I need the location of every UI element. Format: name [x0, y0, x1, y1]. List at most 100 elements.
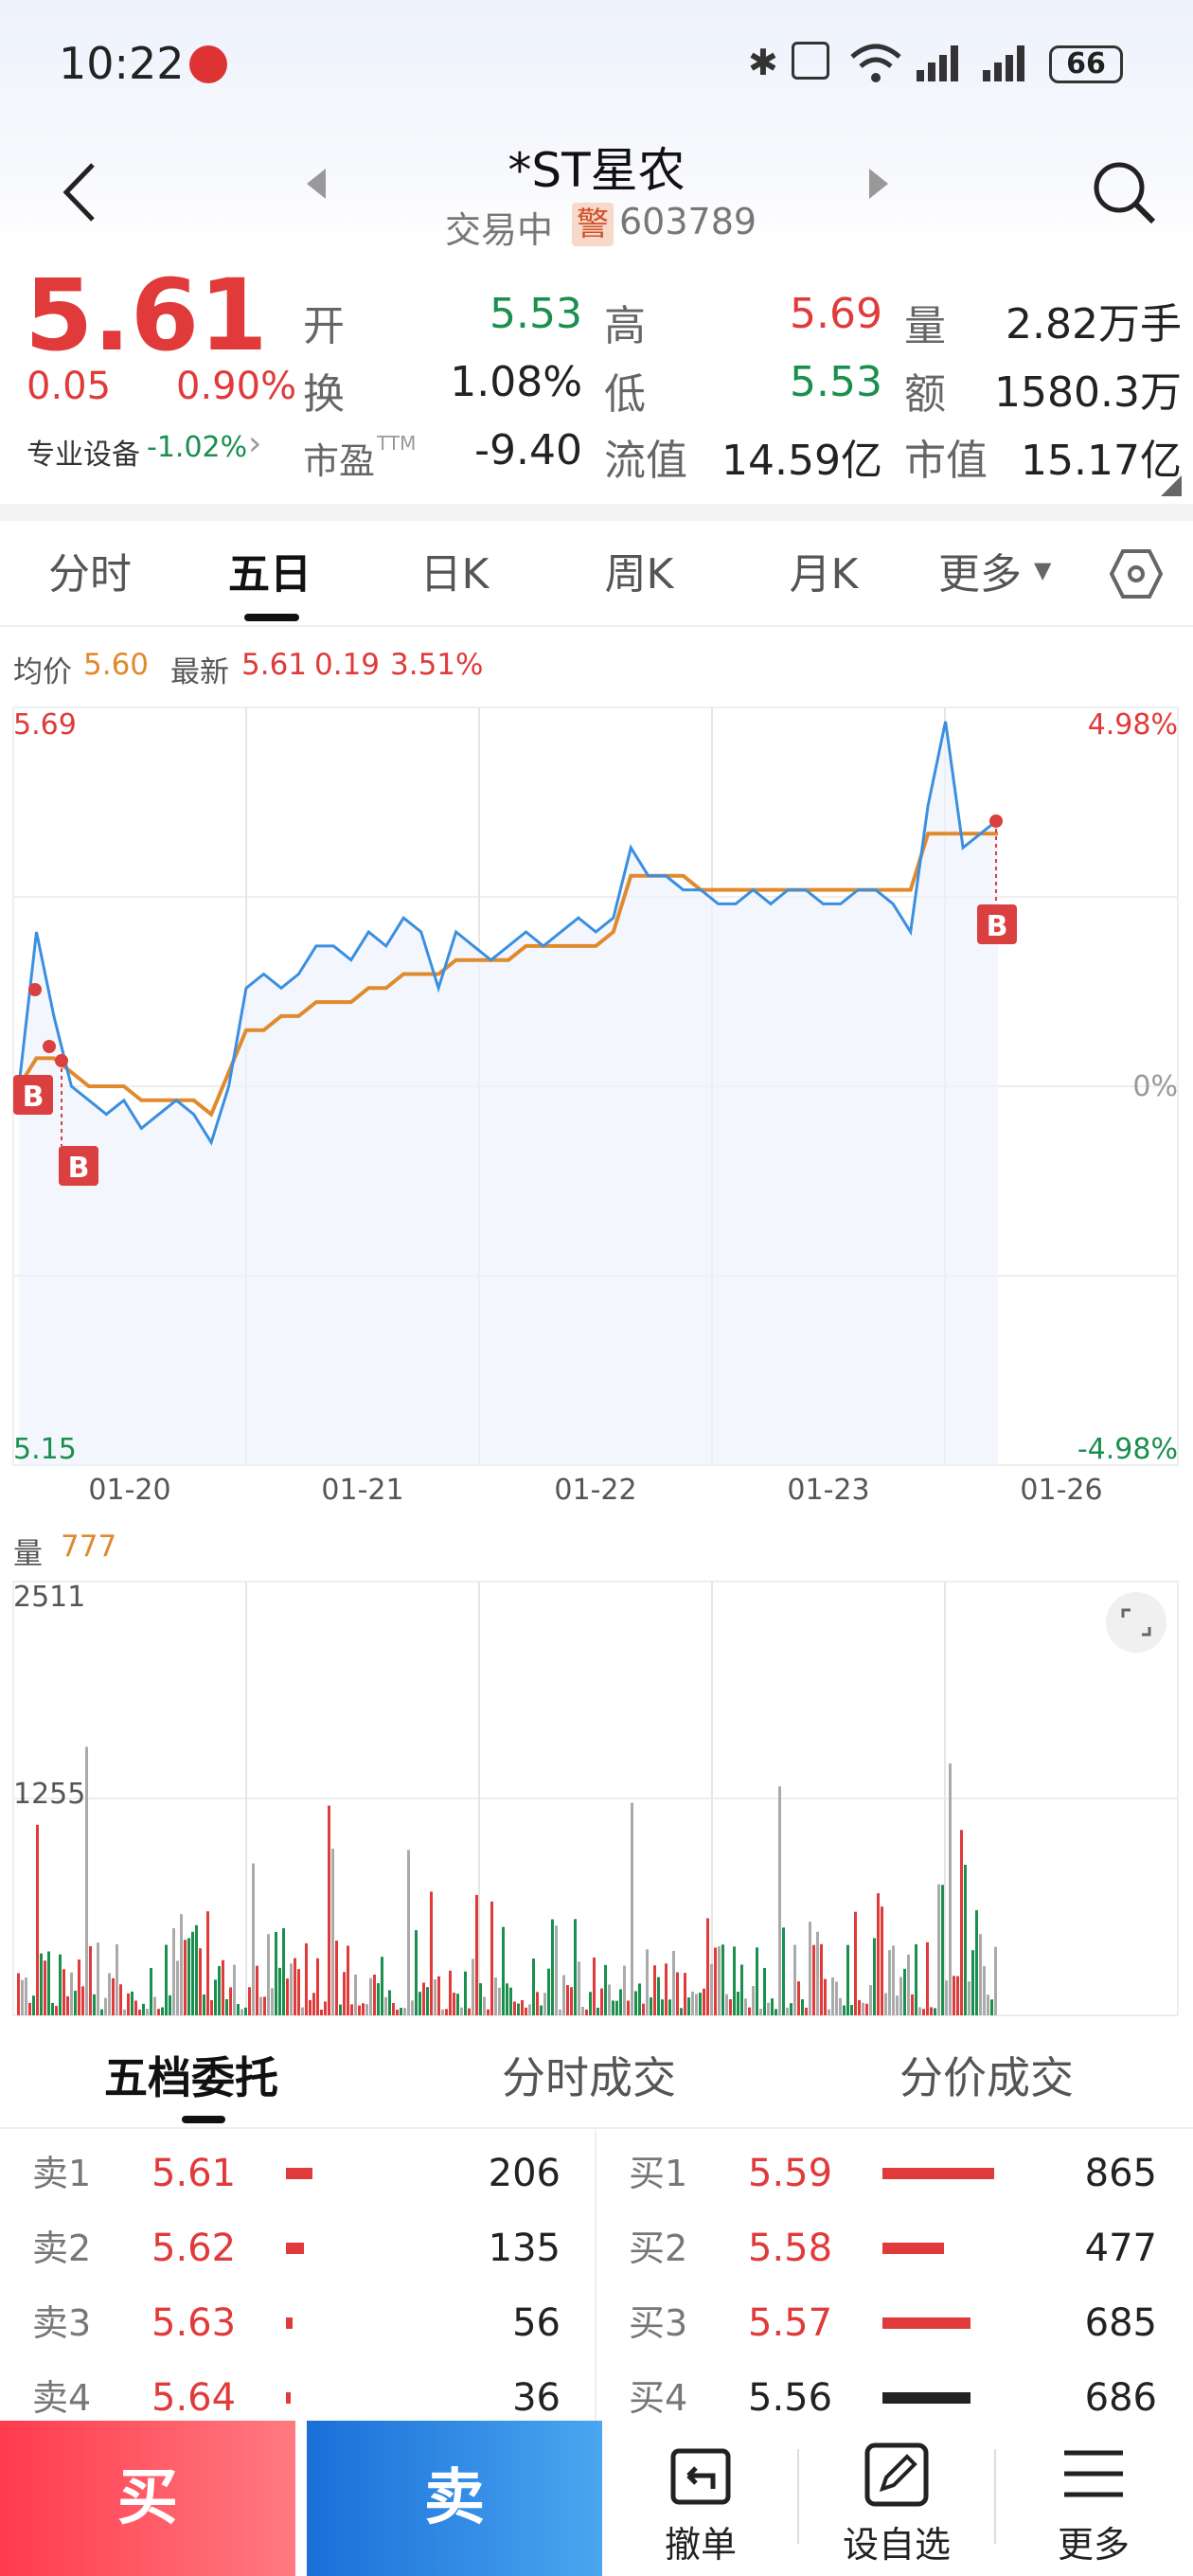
volume-bar [237, 2004, 240, 2015]
settings-hexagon-icon[interactable] [1110, 547, 1163, 600]
volume-bar [100, 2009, 103, 2015]
sector-chevron-icon[interactable]: › [248, 424, 262, 463]
search-icon[interactable] [1089, 157, 1161, 229]
volume-bar [123, 2009, 126, 2015]
volume-bar [392, 2002, 395, 2015]
volume-bar [604, 1964, 607, 2015]
cancel-order-label[interactable]: 撤单 [664, 2524, 737, 2566]
book-tab-five-levels[interactable]: 五档委托 [104, 2052, 278, 2103]
sector-name[interactable]: 专业设备 [27, 438, 140, 472]
vol-max-label: 2511 [13, 1581, 85, 1614]
more-label[interactable]: 更多 [1057, 2524, 1130, 2566]
volume-bar [657, 1977, 660, 2015]
volume-bar [176, 1960, 179, 2015]
volume-bar [536, 1992, 539, 2015]
add-watchlist-label[interactable]: 设自选 [842, 2524, 951, 2566]
volume-bar [112, 1977, 115, 2015]
sell-level-bar [286, 2168, 312, 2179]
volume-bar [229, 1987, 232, 2015]
volume-bar [74, 1991, 77, 2015]
volume-bar [275, 1931, 277, 2015]
pe-label: 市盈 [303, 440, 376, 482]
sector-change[interactable]: -1.02% [147, 431, 248, 464]
volume-bar [70, 1972, 73, 2015]
tab-daily-k[interactable]: 日K [419, 550, 490, 599]
volume-bar [78, 1959, 80, 2015]
tab-more[interactable]: 更多 [938, 550, 1022, 599]
avg-label: 均价 [13, 655, 72, 689]
buy-level-bar [882, 2317, 970, 2329]
tab-more-caret-icon[interactable]: ▼ [1034, 557, 1052, 583]
vol-mid-label: 1255 [13, 1778, 85, 1811]
pct-top-label: 4.98% [1088, 708, 1178, 742]
volume-bar [600, 1988, 603, 2015]
volume-bar [290, 1963, 293, 2015]
volume-bar [437, 1976, 440, 2015]
volume-bar [384, 1996, 387, 2015]
buy-level-label: 买2 [629, 2227, 688, 2269]
volume-bar [187, 1938, 190, 2015]
volume-bar [161, 2007, 164, 2015]
back-icon[interactable] [57, 159, 104, 225]
volume-bar [953, 1976, 955, 2015]
volume-label: 量 [904, 302, 946, 350]
volume-bar [369, 1977, 372, 2015]
market-cap-label: 市值 [904, 437, 988, 485]
sell-level-price: 5.61 [151, 2152, 237, 2195]
volume-bar [119, 1984, 122, 2015]
volume-bar [759, 2009, 762, 2015]
add-watchlist-icon[interactable] [862, 2440, 932, 2510]
fullscreen-icon [1106, 1592, 1166, 1653]
volume-bar [846, 1944, 849, 2015]
volume-bar [763, 1967, 766, 2015]
volume-bar [915, 1943, 917, 2015]
tab-monthly-k[interactable]: 月K [789, 550, 859, 599]
volume-bar [271, 1988, 274, 2015]
volume-bar [672, 1950, 675, 2015]
volume-bar [627, 2000, 630, 2015]
tab-five-day[interactable]: 五日 [228, 550, 312, 599]
volume-bar [153, 1996, 156, 2015]
buy-level-label: 买3 [629, 2302, 688, 2344]
sell-level-bar [286, 2243, 304, 2254]
book-tab-price-volume[interactable]: 分价成交 [899, 2052, 1074, 2103]
current-price: 5.61 [25, 258, 268, 373]
volume-bar [926, 1941, 929, 2015]
volume-bar [956, 1976, 959, 2015]
prev-stock-icon[interactable] [303, 167, 331, 201]
volume-bar [896, 1995, 899, 2015]
next-stock-icon[interactable] [864, 167, 892, 201]
signal-icon-2 [983, 45, 1024, 81]
price-change-pct: 0.90% [176, 365, 297, 408]
tab-intraday[interactable]: 分时 [48, 550, 132, 599]
five-day-price-chart[interactable]: 5.69 5.15 4.98% 0% -4.98% 01-20 01-21 01… [0, 706, 1193, 1520]
volume-bar [490, 1901, 493, 2015]
volume-bar [381, 1957, 383, 2015]
volume-bar [301, 2007, 304, 2015]
volume-bar [328, 1805, 330, 2015]
volume-bar [434, 1979, 436, 2015]
tab-weekly-k[interactable]: 周K [604, 550, 674, 599]
volume-bar [199, 1948, 202, 2015]
buy-button[interactable]: 买 [0, 2421, 295, 2576]
menu-icon[interactable] [1060, 2445, 1127, 2502]
expand-corner-icon[interactable] [1161, 475, 1182, 496]
pct-bottom-label: -4.98% [1077, 1433, 1178, 1466]
volume-bar [706, 1918, 709, 2015]
y-max-label: 5.69 [13, 708, 77, 742]
volume-bar [66, 1995, 69, 2015]
volume-bar [59, 1954, 62, 2015]
volume-bar [850, 2005, 853, 2015]
cancel-order-icon[interactable] [668, 2442, 734, 2508]
volume-bar [456, 1994, 459, 2015]
volume-bar [638, 1983, 641, 2015]
volume-bar [89, 1946, 92, 2015]
wifi-icon [850, 44, 901, 82]
volume-bar [820, 1943, 823, 2015]
book-tab-ticks[interactable]: 分时成交 [502, 2052, 676, 2103]
bottom-action-bar: 买 卖 撤单 设自选 更多 [0, 2421, 1193, 2576]
volume-bar [44, 1960, 46, 2015]
sell-button[interactable]: 卖 [307, 2421, 602, 2576]
volume-chart[interactable]: 2511 1255 [0, 1580, 1193, 2017]
